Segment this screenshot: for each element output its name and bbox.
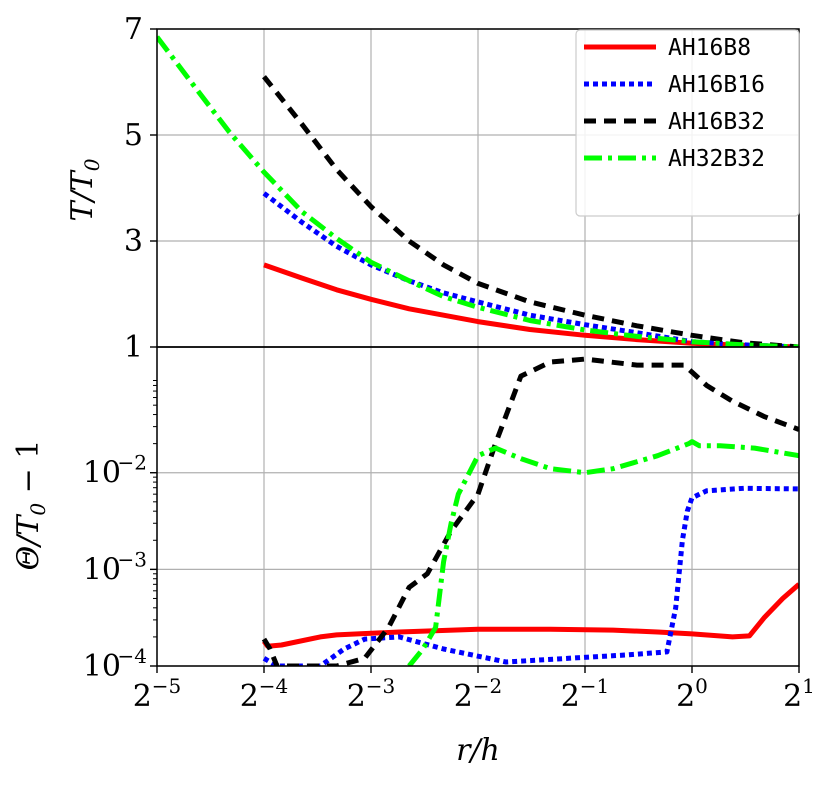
bottom-series-group <box>261 356 799 666</box>
bottom-series-line-ah16b8 <box>261 582 799 649</box>
legend-label-ah16b8: AH16B8 <box>668 35 751 61</box>
bottom-y-tick-label-2: 10−2 <box>83 451 147 491</box>
bottom-y-tick-label-exp-0: −4 <box>118 644 147 668</box>
legend-box <box>575 29 800 217</box>
legend-label-ah16b32: AH16B32 <box>668 109 765 135</box>
bottom-y-axis-label-main: Θ/T <box>11 514 46 571</box>
x-tick-label-4: 2−1 <box>561 674 610 714</box>
top-y-tick-label-1: 3 <box>124 224 143 259</box>
legend-label-ah16b16: AH16B16 <box>668 72 765 98</box>
x-tick-label-exp-4: −1 <box>580 674 609 698</box>
top-y-tick-label-3: 7 <box>124 12 143 47</box>
x-tick-label-exp-6: 1 <box>802 674 815 698</box>
x-tick-label-base-0: 2 <box>133 679 152 714</box>
x-tick-label-exp-5: 0 <box>695 674 708 698</box>
x-tick-label-base-5: 2 <box>676 679 695 714</box>
top-series-group <box>157 35 799 347</box>
bottom-y-axis-label-sub: 0 <box>26 503 50 516</box>
bottom-y-tick-label-exp-1: −3 <box>118 547 147 571</box>
x-tick-label-3: 2−2 <box>454 674 503 714</box>
top-series-line-ah32b32 <box>157 35 799 347</box>
x-tick-label-5: 20 <box>676 674 708 714</box>
x-tick-label-base-2: 2 <box>347 679 366 714</box>
x-tick-label-1: 2−4 <box>240 674 289 714</box>
x-tick-label-2: 2−3 <box>347 674 396 714</box>
x-tick-label-base-1: 2 <box>240 679 259 714</box>
top-y-axis-label-sub: 0 <box>80 158 104 171</box>
bottom-y-axis-label-rest: − 1 <box>11 440 46 503</box>
top-y-axis-label-main: T/T <box>65 169 100 221</box>
bottom-y-tick-label-base-2: 10 <box>83 456 121 491</box>
x-tick-label-exp-1: −4 <box>259 674 288 698</box>
x-tick-label-base-3: 2 <box>454 679 473 714</box>
top-y-axis-label: T/T0 <box>65 158 104 221</box>
top-y-tick-label-2: 5 <box>124 118 143 153</box>
bottom-y-axis-label: Θ/T0 − 1 <box>11 440 50 571</box>
top-y-tick-label-0: 1 <box>124 330 143 365</box>
x-tick-label-exp-0: −5 <box>152 674 181 698</box>
x-tick-label-6: 21 <box>783 674 815 714</box>
bottom-series-line-ah16b16 <box>262 485 799 666</box>
x-tick-label-exp-2: −3 <box>366 674 395 698</box>
bottom-y-tick-label-0: 10−4 <box>83 644 147 684</box>
top-ticks: 1 3 5 7 <box>124 12 157 365</box>
top-series-line-ah16b32 <box>262 75 799 347</box>
legend-label-ah32b32: AH32B32 <box>668 146 765 172</box>
x-tick-label-base-6: 2 <box>783 679 802 714</box>
bottom-y-tick-label-exp-2: −2 <box>118 451 147 475</box>
bottom-series-line-ah32b32 <box>407 439 799 666</box>
x-tick-label-base-4: 2 <box>561 679 580 714</box>
x-tick-label-0: 2−5 <box>133 674 182 714</box>
bottom-y-tick-label-1: 10−3 <box>83 547 147 587</box>
x-tick-label-exp-3: −2 <box>473 674 502 698</box>
bottom-y-tick-label-base-1: 10 <box>83 552 121 587</box>
x-axis-label: r/h <box>456 733 500 768</box>
legend: AH16B8 AH16B16 AH16B32 AH32B32 <box>575 29 800 217</box>
bottom-y-tick-label-base-0: 10 <box>83 649 121 684</box>
